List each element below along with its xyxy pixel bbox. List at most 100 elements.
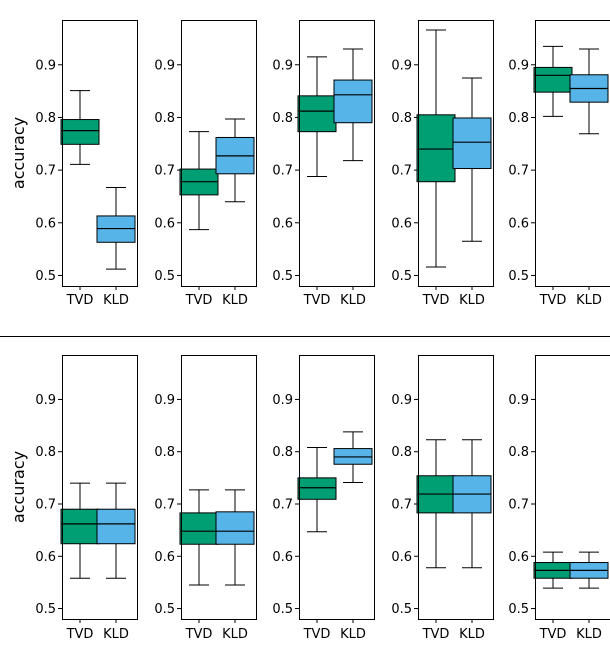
x-tick-label: TVD	[539, 627, 567, 642]
y-tick-label: 0.7	[35, 164, 56, 179]
box-tvd	[533, 551, 573, 589]
y-tick-label: 0.7	[154, 497, 175, 512]
box-tvd	[416, 439, 456, 569]
y-tick-label: 0.7	[508, 164, 529, 179]
y-tick-label: 0.8	[508, 111, 529, 126]
y-tick-label: 0.7	[272, 497, 293, 512]
y-tick-label: 0.8	[272, 111, 293, 126]
x-tick-label: KLD	[576, 627, 602, 642]
y-tick-label: 0.5	[508, 269, 529, 284]
x-tick-label: TVD	[66, 293, 94, 308]
y-tick-label: 0.5	[272, 602, 293, 617]
x-tick-label: KLD	[103, 293, 129, 308]
panel-2-5: 0.5 0.6 0.7 0.8 0.9 TVD KLD	[508, 355, 610, 642]
y-tick-label: 0.8	[154, 111, 175, 126]
y-axis-label: accuracy	[9, 451, 28, 523]
panel-frame	[535, 20, 610, 287]
y-tick-label: 0.8	[154, 445, 175, 460]
y-tick-label: 0.7	[391, 164, 412, 179]
y-tick-label: 0.5	[35, 602, 56, 617]
x-tick-label: TVD	[66, 627, 94, 642]
x-tick-label: TVD	[422, 293, 450, 308]
y-tick-label: 0.9	[35, 393, 56, 408]
y-tick-label: 0.8	[35, 111, 56, 126]
panel-frame	[299, 355, 375, 620]
x-tick-label: KLD	[576, 293, 602, 308]
y-tick-label: 0.8	[391, 111, 412, 126]
y-tick-label: 0.8	[35, 445, 56, 460]
panel-2-1: 0.5 0.6 0.7 0.8 0.9 TVD KLD	[35, 355, 138, 642]
box-tvd	[179, 131, 219, 231]
panel-frame	[535, 355, 610, 620]
x-tick-label: TVD	[539, 293, 567, 308]
iqr-box	[96, 508, 136, 545]
panel-frame	[62, 20, 138, 287]
y-tick-label: 0.7	[272, 164, 293, 179]
y-tick-label: 0.8	[508, 445, 529, 460]
box-kld	[452, 77, 492, 242]
box-kld	[452, 439, 492, 569]
y-tick-label: 0.9	[35, 58, 56, 73]
x-tick-label: TVD	[185, 293, 213, 308]
iqr-box	[452, 117, 492, 170]
iqr-box	[60, 508, 100, 545]
x-tick-label: KLD	[222, 293, 248, 308]
y-tick-label: 0.9	[508, 58, 529, 73]
y-tick-label: 0.8	[391, 445, 412, 460]
x-tick-label: KLD	[103, 627, 129, 642]
box-kld	[96, 482, 136, 579]
panel-1-3: 0.5 0.6 0.7 0.8 0.9 TVD KLD	[272, 20, 375, 308]
iqr-box	[416, 114, 456, 183]
box-tvd	[297, 56, 337, 177]
x-tick-label: KLD	[340, 627, 366, 642]
panel-1-1: 0.5 0.6 0.7 0.8 0.9 TVD KLD	[35, 20, 138, 308]
y-tick-label: 0.9	[154, 393, 175, 408]
iqr-box	[297, 95, 337, 133]
y-tick-label: 0.7	[391, 497, 412, 512]
box-tvd	[60, 482, 100, 579]
y-tick-label: 0.9	[272, 58, 293, 73]
y-tick-label: 0.7	[508, 497, 529, 512]
panel-frame	[299, 20, 375, 287]
iqr-box	[297, 477, 337, 500]
box-tvd	[60, 90, 100, 165]
y-tick-label: 0.5	[35, 269, 56, 284]
box-tvd	[297, 447, 337, 533]
panel-frame	[62, 355, 138, 620]
y-tick-label: 0.5	[154, 602, 175, 617]
iqr-box	[333, 79, 373, 124]
x-tick-label: TVD	[303, 293, 331, 308]
box-kld	[215, 118, 255, 203]
y-tick-label: 0.9	[391, 58, 412, 73]
iqr-box	[533, 66, 573, 93]
panel-2-2: 0.5 0.6 0.7 0.8 0.9 TVD KLD	[154, 355, 257, 642]
y-tick-label: 0.6	[391, 216, 412, 231]
panel-frame	[418, 355, 494, 620]
y-tick-label: 0.5	[272, 269, 293, 284]
x-tick-label: TVD	[185, 627, 213, 642]
y-tick-label: 0.6	[508, 550, 529, 565]
box-kld	[333, 48, 373, 162]
y-axis-label: accuracy	[9, 117, 28, 189]
panel-1-2: 0.5 0.6 0.7 0.8 0.9 TVD KLD	[154, 20, 257, 308]
y-tick-label: 0.7	[35, 497, 56, 512]
y-tick-label: 0.5	[391, 602, 412, 617]
y-tick-label: 0.6	[35, 216, 56, 231]
y-tick-label: 0.6	[154, 216, 175, 231]
panel-1-4: 0.5 0.6 0.7 0.8 0.9 TVD KLD	[391, 20, 494, 308]
panel-frame	[181, 20, 257, 287]
y-tick-label: 0.5	[508, 602, 529, 617]
y-tick-label: 0.9	[272, 393, 293, 408]
y-tick-label: 0.7	[154, 164, 175, 179]
box-tvd	[179, 489, 219, 586]
y-tick-label: 0.8	[272, 445, 293, 460]
panel-frame	[181, 355, 257, 620]
y-tick-label: 0.6	[272, 216, 293, 231]
x-tick-label: TVD	[303, 627, 331, 642]
y-tick-label: 0.5	[391, 269, 412, 284]
x-tick-label: KLD	[340, 293, 366, 308]
x-tick-label: TVD	[422, 627, 450, 642]
box-tvd	[533, 45, 573, 117]
